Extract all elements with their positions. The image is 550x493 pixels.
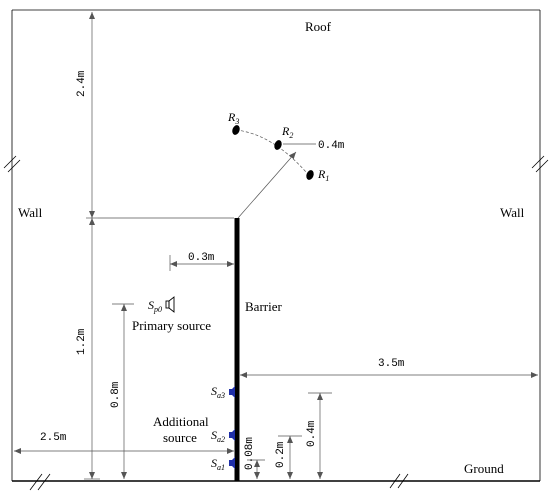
source-sp0-label: Sp0 [148,298,162,314]
sa3-height-b-dimension [308,392,332,479]
receiver-r2-label: R2 [281,124,293,140]
wall-left-label: Wall [18,205,43,220]
right-wall-break-icon [531,155,549,173]
source-sa2-label: Sa2 [211,428,225,444]
dim-primary-source-height: 0.8m [110,381,122,408]
dim-source-offset: 0.3m [188,252,215,264]
additional-speaker-sa1-icon [229,457,235,469]
dim-receiver-radius: 0.4m [318,140,345,152]
dim-barrier-height: 1.2m [76,328,88,355]
primary-speaker-icon [165,296,175,313]
dim-right-distance: 3.5m [378,358,405,370]
left-vertical-dimension [84,12,234,480]
receiver-r2-icon [274,140,282,150]
roof-label: Roof [305,19,332,34]
dim-height-above-barrier: 2.4m [76,70,88,97]
barrier [234,218,240,481]
dim-sa2-height: 0.08m [244,437,256,470]
barrier-label: Barrier [245,299,282,314]
receiver-radius [235,129,316,219]
additional-source-label-line1: Additional [153,414,209,429]
dim-sa3-height-a: 0.2m [275,441,287,468]
left-wall-break-icon [3,155,21,173]
sa2-height-dimension [247,459,265,479]
dim-left-distance: 2.5m [40,432,67,444]
sa3-height-a-dimension [278,435,302,479]
source-sa1-label: Sa1 [211,456,225,472]
source-offset-dimension [169,255,234,271]
primary-source-label: Primary source [132,318,211,333]
ground-break-left-icon [29,473,51,491]
ground-label: Ground [464,461,504,476]
source-sa3-label: Sa3 [211,384,225,400]
receiver-r1-label: R1 [317,167,329,183]
additional-speaker-sa2-icon [229,429,235,441]
additional-source-label-line2: source [163,430,197,445]
dim-sa3-height-b: 0.4m [306,420,318,447]
receiver-r1-icon [306,170,314,180]
wall-right-label: Wall [500,205,525,220]
additional-speaker-sa3-icon [229,386,235,398]
room-outline [3,9,549,491]
ground-break-right-icon [389,473,409,489]
receiver-r3-label: R3 [227,110,239,126]
receiver-r3-icon [232,125,240,135]
